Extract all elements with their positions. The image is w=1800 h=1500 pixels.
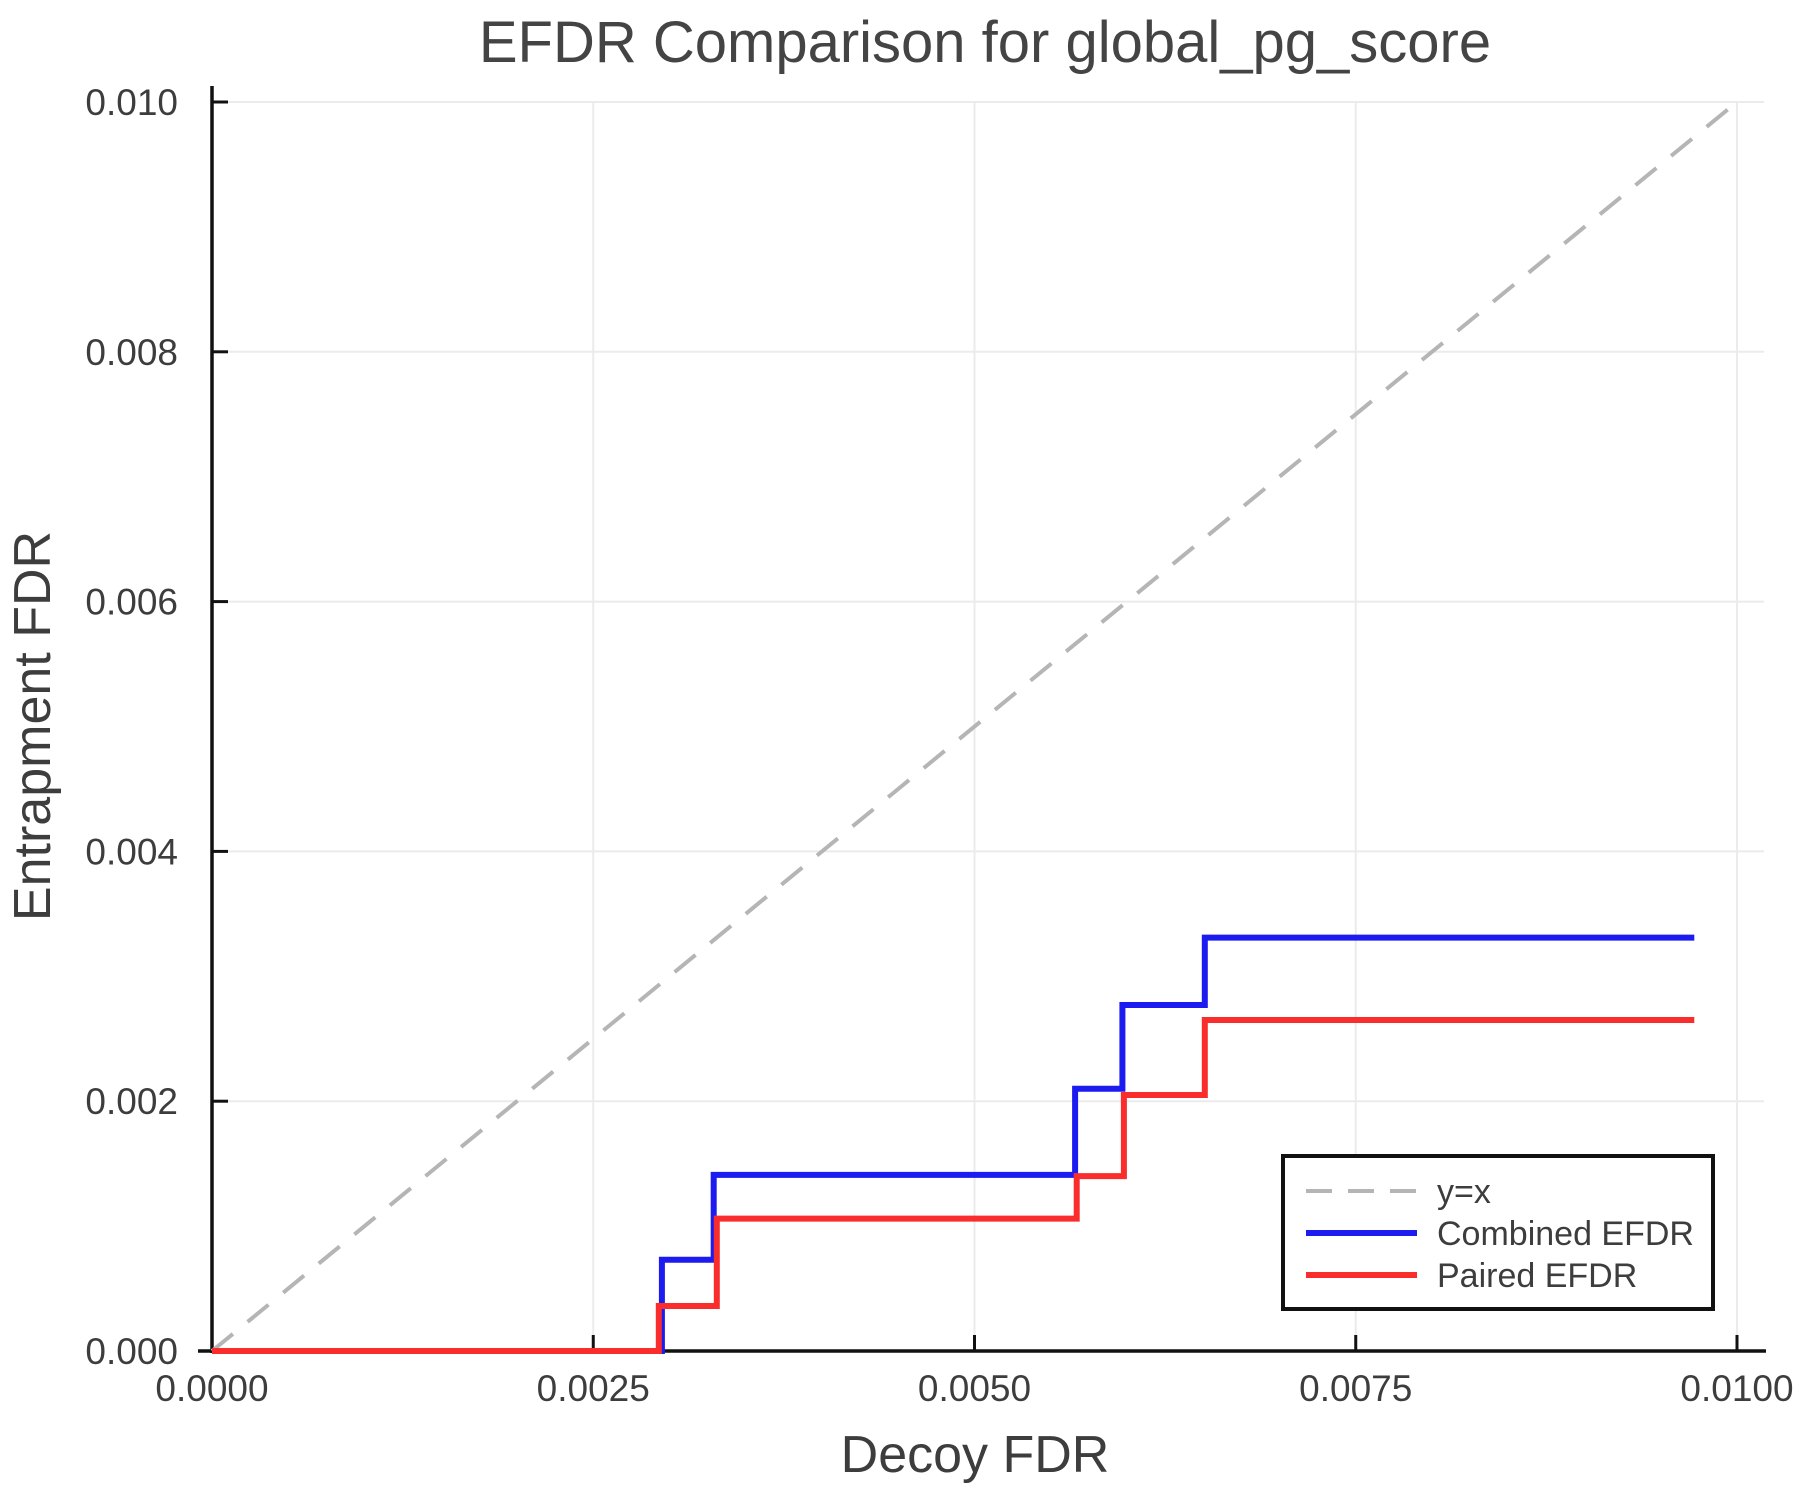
gridlines (212, 101, 1764, 1351)
tick-labels: 0.0000 0.0025 0.0050 0.0075 0.0100 0.000 0.002… (85, 82, 1793, 1409)
y-tick-label-0.004: 0.004 (85, 831, 178, 872)
y-tick-label-0.006: 0.006 (85, 582, 178, 623)
y-axis-label: Entrapment FDR (4, 531, 62, 921)
x-axis-label: Decoy FDR (841, 1426, 1110, 1484)
legend: y=x Combined EFDR Paired EFDR (1281, 1154, 1715, 1311)
x-tick-label-0.0050: 0.0050 (918, 1368, 1031, 1409)
x-tick-label-0.0025: 0.0025 (537, 1368, 650, 1409)
legend-label-combined: Combined EFDR (1437, 1215, 1694, 1253)
y-tick-label-0.002: 0.002 (85, 1081, 178, 1122)
y-tick-label-0.010: 0.010 (85, 82, 178, 123)
y-tick-label-0.000: 0.000 (85, 1331, 178, 1372)
series-line-y-x (210, 100, 1739, 1353)
legend-label-yx: y=x (1437, 1173, 1491, 1211)
legend-label-paired: Paired EFDR (1437, 1257, 1637, 1295)
chart-title: EFDR Comparison for global_pg_score (479, 10, 1491, 75)
series-line-paired-efdr (212, 1017, 1695, 1354)
y-tick-label-0.008: 0.008 (85, 332, 178, 373)
x-tick-label-0.0100: 0.0100 (1680, 1368, 1793, 1409)
series-line-combined-efdr (212, 934, 1695, 1354)
x-tick-label-0.0000: 0.0000 (155, 1368, 268, 1409)
series-lines (210, 100, 1739, 1354)
x-tick-label-0.0075: 0.0075 (1299, 1368, 1412, 1409)
